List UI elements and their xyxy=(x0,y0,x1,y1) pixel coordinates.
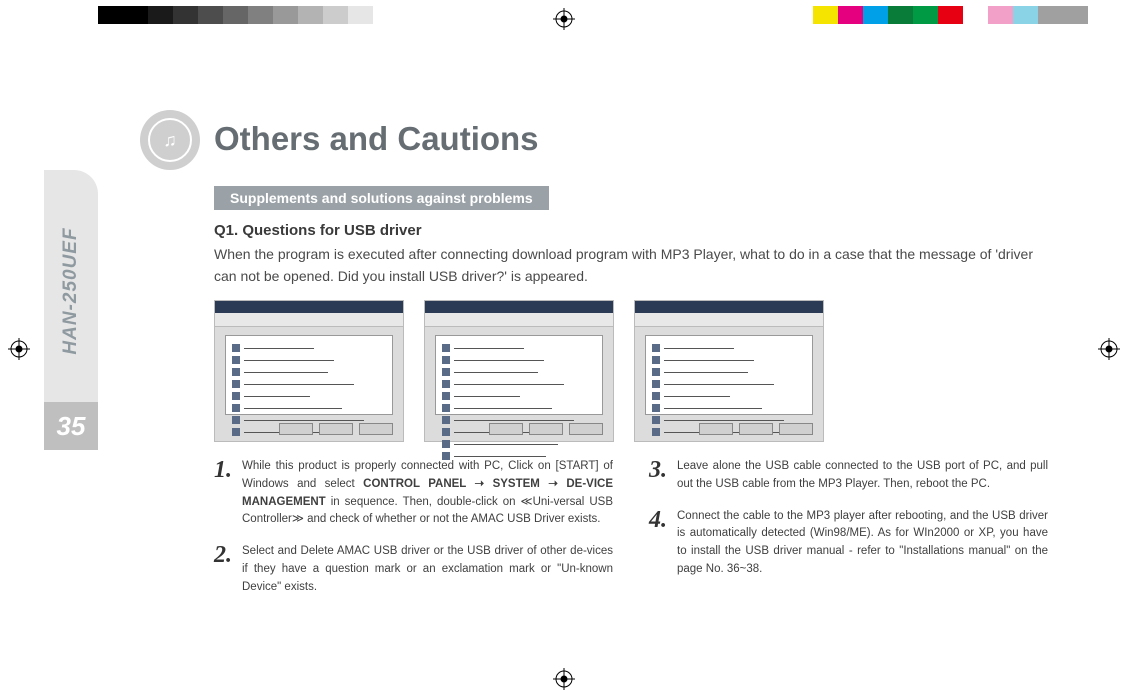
swatch xyxy=(888,6,913,24)
section-subhead: Supplements and solutions against proble… xyxy=(214,186,549,210)
registration-mark-icon xyxy=(1098,338,1120,360)
page-side-tab: HAN-250UEF 35 xyxy=(44,170,98,450)
step-number: 1. xyxy=(214,458,236,529)
printer-colorbar-right xyxy=(813,6,1088,24)
swatch xyxy=(1038,6,1063,24)
step-item: 1.While this product is properly connect… xyxy=(214,458,613,529)
swatch xyxy=(1063,6,1088,24)
step-item: 3.Leave alone the USB cable connected to… xyxy=(649,458,1048,494)
question-label: Q1. Questions for USB driver xyxy=(214,222,422,239)
swatch xyxy=(963,6,988,24)
swatch xyxy=(988,6,1013,24)
step-text: Connect the cable to the MP3 player afte… xyxy=(677,508,1048,579)
model-label: HAN-250UEF xyxy=(60,227,82,354)
swatch xyxy=(1013,6,1038,24)
swatch xyxy=(273,6,298,24)
device-manager-screenshot xyxy=(424,300,614,442)
registration-mark-icon xyxy=(8,338,30,360)
registration-mark-icon xyxy=(553,8,575,30)
swatch xyxy=(348,6,373,24)
device-manager-screenshot xyxy=(634,300,824,442)
swatch xyxy=(123,6,148,24)
swatch xyxy=(198,6,223,24)
screenshot-row xyxy=(214,300,824,442)
swatch xyxy=(173,6,198,24)
swatch xyxy=(248,6,273,24)
steps-col-left: 1.While this product is properly connect… xyxy=(214,458,613,611)
swatch xyxy=(223,6,248,24)
steps-col-right: 3.Leave alone the USB cable connected to… xyxy=(649,458,1048,611)
swatch xyxy=(323,6,348,24)
step-text: Select and Delete AMAC USB driver or the… xyxy=(242,543,613,596)
swatch xyxy=(838,6,863,24)
step-text: Leave alone the USB cable connected to t… xyxy=(677,458,1048,494)
step-number: 2. xyxy=(214,543,236,596)
page-title: Others and Cautions xyxy=(214,120,539,158)
step-number: 4. xyxy=(649,508,671,579)
swatch xyxy=(813,6,838,24)
step-text: While this product is properly connected… xyxy=(242,458,613,529)
swatch xyxy=(298,6,323,24)
registration-mark-icon xyxy=(553,668,575,690)
step-number: 3. xyxy=(649,458,671,494)
swatch xyxy=(148,6,173,24)
printer-colorbar-left xyxy=(98,6,398,24)
step-item: 2.Select and Delete AMAC USB driver or t… xyxy=(214,543,613,596)
page-number: 35 xyxy=(44,411,98,442)
swatch xyxy=(98,6,123,24)
device-manager-screenshot xyxy=(214,300,404,442)
swatch xyxy=(938,6,963,24)
section-music-icon: ♫ xyxy=(140,110,200,170)
question-body: When the program is executed after conne… xyxy=(214,244,1038,287)
step-item: 4.Connect the cable to the MP3 player af… xyxy=(649,508,1048,579)
swatch xyxy=(863,6,888,24)
swatch xyxy=(913,6,938,24)
steps-columns: 1.While this product is properly connect… xyxy=(214,458,1048,611)
swatch xyxy=(373,6,398,24)
